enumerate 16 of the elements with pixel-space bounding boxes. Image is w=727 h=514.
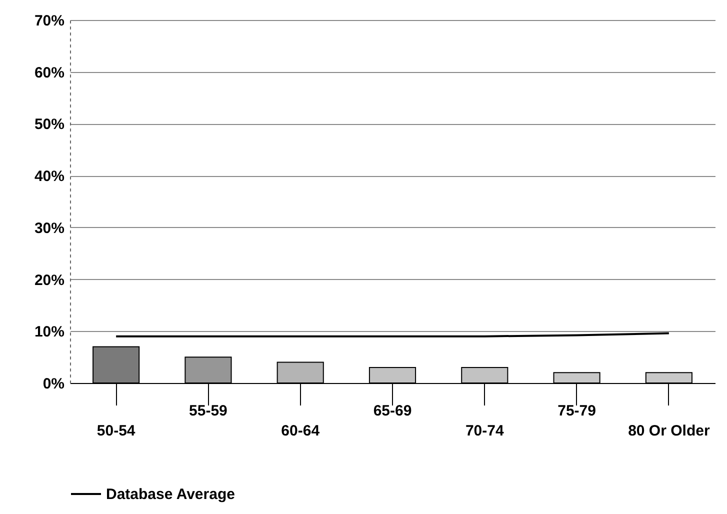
y-tick-label: 70% bbox=[34, 12, 64, 30]
x-tick-label: 75-79 bbox=[558, 402, 596, 420]
x-tick-label: 80 Or Older bbox=[628, 422, 710, 440]
x-tick-label: 60-64 bbox=[281, 422, 320, 440]
x-tick-label: 55-59 bbox=[189, 402, 228, 420]
y-tick-label: 50% bbox=[34, 116, 64, 134]
y-tick-label: 40% bbox=[34, 168, 64, 186]
x-tick-label: 70-74 bbox=[465, 422, 504, 440]
y-tick-label: 0% bbox=[42, 376, 64, 392]
legend-label: Database Average bbox=[106, 486, 235, 503]
x-tick-label: 65-69 bbox=[373, 402, 412, 420]
y-tick-label: 60% bbox=[34, 64, 64, 82]
y-tick-label: 10% bbox=[34, 324, 64, 341]
y-tick-label: 20% bbox=[34, 272, 64, 289]
x-tick-label: 50-54 bbox=[96, 422, 136, 440]
y-tick-label: 30% bbox=[34, 220, 64, 237]
